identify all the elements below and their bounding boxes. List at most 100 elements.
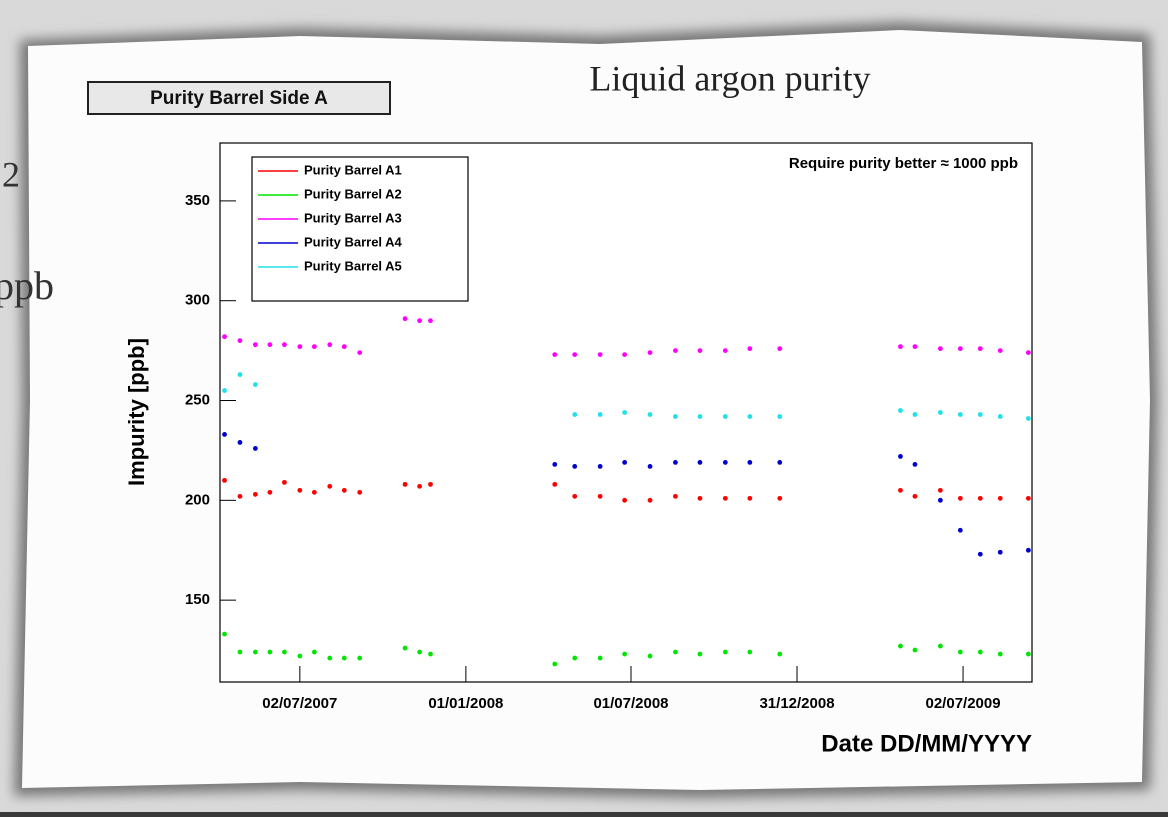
point <box>1025 416 1031 421</box>
point <box>697 495 703 501</box>
point <box>267 649 273 655</box>
y-tick-label: 300 <box>185 292 210 309</box>
point <box>647 497 653 503</box>
point <box>912 493 918 499</box>
point <box>647 653 653 659</box>
point <box>777 651 783 657</box>
point <box>722 495 728 501</box>
point <box>673 348 678 354</box>
point <box>552 481 558 487</box>
point <box>597 464 603 469</box>
point <box>402 481 408 487</box>
point <box>912 344 918 350</box>
point <box>697 651 703 657</box>
point <box>957 346 963 352</box>
point <box>977 649 983 655</box>
point <box>311 344 317 350</box>
point <box>597 655 603 661</box>
point <box>957 495 963 501</box>
point <box>622 497 628 503</box>
point <box>777 346 783 352</box>
point <box>1025 350 1031 356</box>
point <box>357 655 363 661</box>
legend-box <box>251 156 469 302</box>
point <box>237 649 243 655</box>
point <box>237 372 243 377</box>
point <box>957 527 963 533</box>
point <box>912 412 918 417</box>
point <box>777 460 783 465</box>
point <box>673 649 678 655</box>
point <box>417 649 422 655</box>
point <box>937 410 943 415</box>
point <box>673 493 678 499</box>
point <box>552 462 558 467</box>
chart-title: Liquid argon purity <box>589 58 870 98</box>
point <box>647 412 653 417</box>
x-tick-label: 01/01/2008 <box>428 695 503 712</box>
point <box>327 483 333 489</box>
x-tick-label: 31/12/2008 <box>759 695 834 712</box>
point <box>327 655 333 661</box>
point <box>622 410 628 415</box>
point <box>622 352 628 358</box>
point <box>937 643 943 649</box>
point <box>572 655 578 661</box>
fragment: 2 <box>2 154 20 194</box>
point <box>777 495 783 501</box>
point <box>402 645 408 651</box>
point <box>777 414 783 419</box>
point <box>937 487 943 493</box>
point <box>697 414 703 419</box>
point <box>747 346 753 352</box>
point <box>252 649 258 655</box>
point <box>957 412 963 417</box>
point <box>297 344 303 350</box>
legend-label: Purity Barrel A1 <box>304 162 402 177</box>
point <box>282 342 287 348</box>
x-tick-label: 02/07/2007 <box>262 695 337 712</box>
y-tick-label: 350 <box>185 192 210 209</box>
point <box>747 649 753 655</box>
point <box>997 348 1003 354</box>
point <box>252 491 258 497</box>
point <box>722 460 728 465</box>
x-tick-label: 01/07/2008 <box>593 695 668 712</box>
point <box>417 483 422 489</box>
y-axis-label: Impurity [ppb] <box>124 338 149 486</box>
x-tick-label: 02/07/2009 <box>926 695 1001 712</box>
point <box>622 460 628 465</box>
point <box>402 316 408 322</box>
point <box>297 487 303 493</box>
point <box>428 651 433 657</box>
point <box>997 651 1003 657</box>
point <box>977 412 983 417</box>
point <box>898 344 903 350</box>
legend-label: Purity Barrel A5 <box>304 258 402 273</box>
point <box>673 460 678 465</box>
point <box>647 350 653 356</box>
point <box>357 489 363 495</box>
point <box>997 549 1003 555</box>
y-tick-label: 150 <box>185 591 210 608</box>
point <box>977 346 983 352</box>
point <box>341 344 347 350</box>
point <box>222 631 227 637</box>
point <box>237 440 243 445</box>
point <box>572 493 578 499</box>
legend-label: Purity Barrel A2 <box>304 186 402 201</box>
point <box>597 352 603 358</box>
point <box>357 350 363 356</box>
legend-label: Purity Barrel A3 <box>304 210 402 225</box>
point <box>311 649 317 655</box>
point <box>297 653 303 659</box>
point <box>622 651 628 657</box>
point <box>552 352 558 358</box>
point <box>898 643 903 649</box>
point <box>267 342 273 348</box>
point <box>997 495 1003 501</box>
point <box>997 414 1003 419</box>
point <box>697 348 703 354</box>
